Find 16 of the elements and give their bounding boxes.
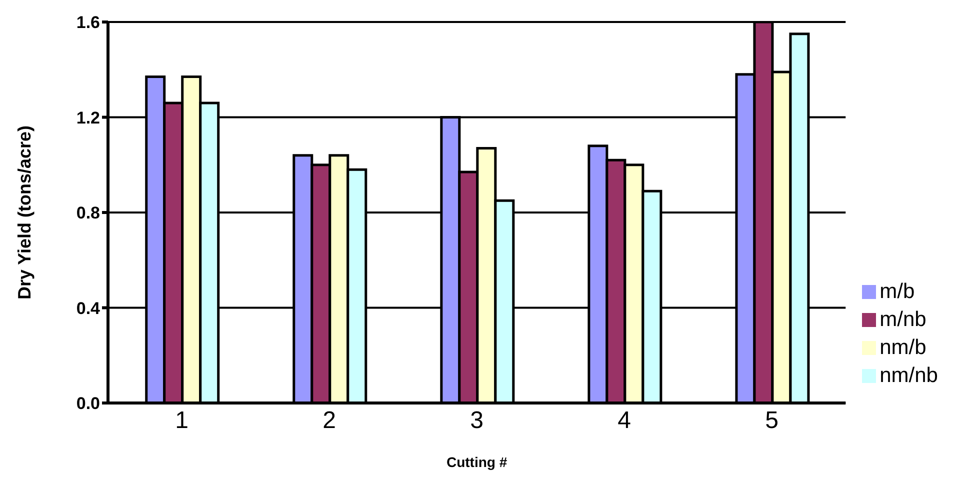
x-axis-title: Cutting # bbox=[446, 454, 508, 470]
x-tick-label: 1 bbox=[175, 407, 188, 434]
legend-label: m/nb bbox=[880, 308, 926, 331]
x-tick-label: 2 bbox=[322, 407, 336, 434]
y-tick-label: 1.2 bbox=[76, 108, 100, 128]
y-tick-label: 1.6 bbox=[76, 13, 100, 32]
legend-label: nm/nb bbox=[880, 364, 938, 387]
x-tick-label: 4 bbox=[618, 407, 632, 434]
y-tick-label: 0.0 bbox=[76, 394, 100, 414]
legend-label: m/b bbox=[880, 280, 915, 303]
y-axis-title: Dry Yield (tons/acre) bbox=[14, 125, 34, 300]
x-tick-label: 3 bbox=[470, 407, 484, 434]
legend-label: nm/b bbox=[880, 336, 926, 359]
y-tick-label: 0.8 bbox=[76, 204, 100, 223]
y-tick-label: 0.4 bbox=[76, 298, 101, 318]
x-tick-label: 5 bbox=[765, 407, 779, 434]
